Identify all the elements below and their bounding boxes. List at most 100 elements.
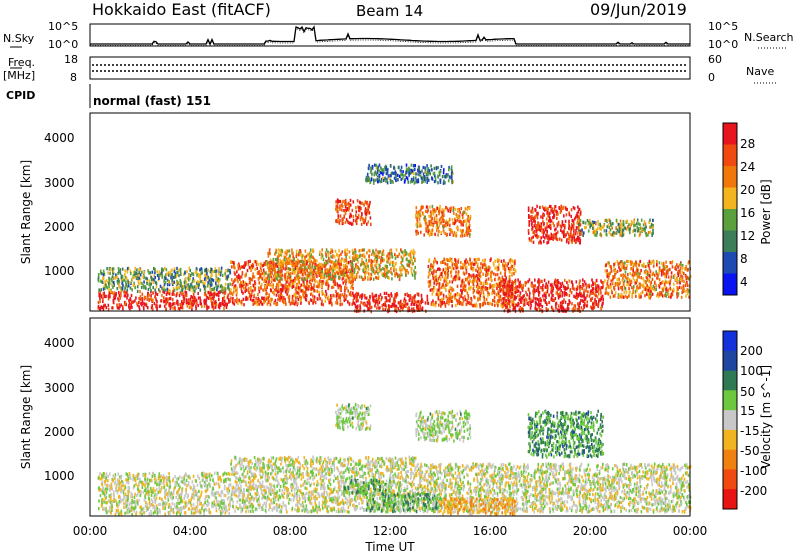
data-cell [119,271,122,275]
data-cell [579,301,581,305]
data-cell [486,286,488,291]
data-cell [299,285,302,290]
data-cell [394,252,396,257]
data-cell [314,262,316,266]
data-cell [234,279,236,283]
data-cell [477,288,479,292]
data-cell [340,204,342,208]
data-cell [107,294,110,298]
data-cell [138,267,140,271]
data-cell [453,275,456,280]
data-cell [286,260,289,264]
data-cell [260,268,263,272]
data-cell [360,201,363,205]
data-cell [338,294,340,298]
data-cell [367,272,370,276]
data-cell [249,281,251,285]
data-cell [408,259,410,263]
data-cell [343,258,345,262]
data-cell [166,278,169,282]
data-cell [433,281,435,285]
data-cell [507,262,509,266]
data-cell [126,266,129,271]
data-cell [467,280,470,284]
data-cell [397,301,400,305]
data-cell [386,254,388,258]
data-cell [309,298,312,302]
data-cell [507,290,509,294]
data-cell [631,285,633,290]
data-cell [266,282,268,286]
data-cell [122,278,124,282]
data-cell [677,287,679,291]
data-cell [332,254,334,258]
data-cell [400,305,403,309]
data-cell [473,262,476,266]
data-cell [294,293,297,297]
data-cell [531,299,533,303]
data-cell [201,279,204,283]
data-cell [173,275,176,279]
data-cell [502,289,505,293]
data-cell [327,253,330,257]
data-cell [594,298,596,302]
data-cell [671,261,673,265]
data-cell [309,261,312,265]
data-cell [340,203,343,207]
data-cell [188,285,191,289]
data-cell [650,289,652,293]
data-cell [444,262,446,266]
data-cell [252,283,255,287]
data-cell [442,268,445,272]
data-cell [379,306,381,310]
data-cell [334,277,336,281]
data-cell [111,291,114,295]
data-cell [124,284,127,289]
data-cell [395,272,398,276]
data-cell [324,264,327,268]
data-cell [165,273,167,277]
data-cell [300,266,303,270]
data-cell [211,278,214,282]
data-cell [611,282,614,286]
data-cell [247,287,250,291]
data-cell [327,259,329,263]
data-cell [299,271,301,275]
data-cell [432,302,434,307]
data-cell [345,208,347,212]
data-cell [442,212,445,216]
data-cell [626,263,628,268]
data-cell [388,294,391,298]
data-cell [151,270,154,274]
data-cell [338,260,340,264]
data-cell [254,260,257,264]
data-cell [138,307,141,311]
data-cell [505,299,507,303]
data-cell [669,279,672,283]
data-cell [304,266,307,270]
data-cell [179,267,182,272]
data-cell [337,286,340,290]
data-cell [298,280,301,284]
data-cell [398,252,401,256]
data-cell [239,275,241,279]
data-cell [238,264,240,268]
data-cell [208,296,211,300]
data-cell [689,274,692,278]
data-cell [126,290,128,294]
data-cell [473,295,475,299]
data-cell [446,267,448,271]
data-cell [300,283,302,287]
data-cell [261,302,264,306]
data-cell [601,280,603,285]
data-cell [281,263,284,267]
data-cell [135,276,138,280]
data-cell [614,270,617,274]
data-cell [435,282,438,286]
data-cell [221,285,223,289]
data-cell [287,270,290,274]
data-cell [312,270,314,274]
data-cell [667,268,670,272]
data-cell [495,301,498,305]
data-cell [565,291,567,296]
